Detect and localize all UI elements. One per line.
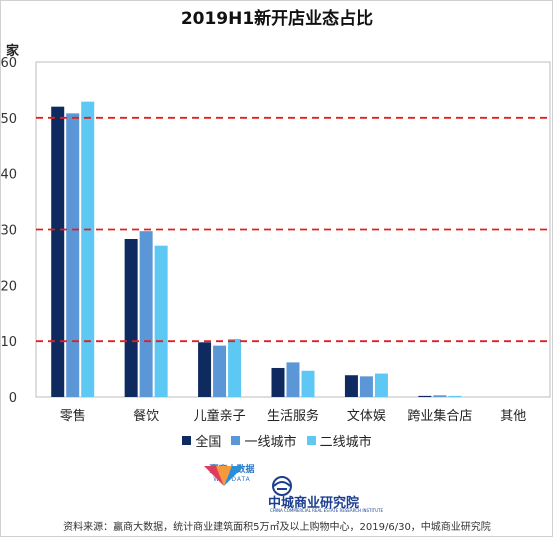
zhongcheng-logo-icon [272,476,292,496]
y-tick-label: 10 [0,335,17,350]
bar [271,367,285,397]
legend-swatch [306,436,316,445]
bar [81,101,95,398]
bar [344,375,358,397]
bar [154,245,168,397]
x-tick-label: 零售 [60,408,86,424]
windata-logo-icon [204,466,244,486]
legend: 全国 一线城市 二线城市 [0,431,554,450]
chart-title: 2019H1新开店业态占比 [180,9,374,29]
legend-item-tier1: 一线城市 [231,431,297,450]
legend-label: 全国 [195,435,222,450]
y-tick-label: 60 [0,56,17,71]
y-tick-label: 30 [0,224,17,239]
y-tick-label: 20 [0,279,17,294]
bar [418,395,432,397]
logos: 赢商大数据 WIN·DATA 中城商业研究院 CHINA COMMERCIAL … [0,462,554,514]
bar [301,370,315,397]
x-tick-label: 跨业集合店 [407,408,472,424]
bar [228,338,242,397]
bar [433,395,447,397]
zhongcheng-logo: 中城商业研究院 CHINA COMMERCIAL REAL ESTATE RES… [268,472,418,513]
source-note: 资料来源：赢商大数据，统计商业建筑面积5万㎡及以上购物中心，2019/6/30，… [63,522,491,533]
bar [66,113,80,397]
bar [286,362,300,397]
bar [139,231,153,397]
windata-logo-en: WIN·DATA [213,476,251,483]
x-tick-label: 儿童亲子 [194,408,246,424]
y-tick-label: 40 [0,168,17,183]
windata-logo: 赢商大数据 WIN·DATA [202,464,262,486]
legend-swatch [182,436,192,445]
bar [124,238,138,397]
bar [213,345,227,397]
x-tick-label: 生活服务 [267,408,319,424]
bar [448,395,462,397]
bar [374,373,388,397]
x-tick-label: 文体娱 [347,409,386,424]
bar [51,106,65,398]
legend-label: 一线城市 [244,435,297,450]
bar [198,342,212,397]
x-tick-label: 餐饮 [133,408,159,424]
legend-item-national: 全国 [182,431,221,450]
bar [359,376,373,397]
zhongcheng-logo-cn: 中城商业研究院 [268,496,360,511]
y-tick-label: 0 [9,391,17,406]
x-tick-label: 其他 [500,409,526,424]
bar-chart: 0 10 20 30 40 50 60 零售 餐饮 儿童亲子 生活服务 文体娱 跨业集合店 其他 [0,56,551,424]
y-tick-label: 50 [0,112,17,127]
legend-item-tier2: 二线城市 [306,431,372,450]
legend-label: 二线城市 [319,435,372,450]
legend-swatch [231,436,241,445]
y-axis-label: 家 [6,44,20,59]
zhongcheng-logo-en: CHINA COMMERCIAL REAL ESTATE RESEARCH IN… [270,508,383,513]
